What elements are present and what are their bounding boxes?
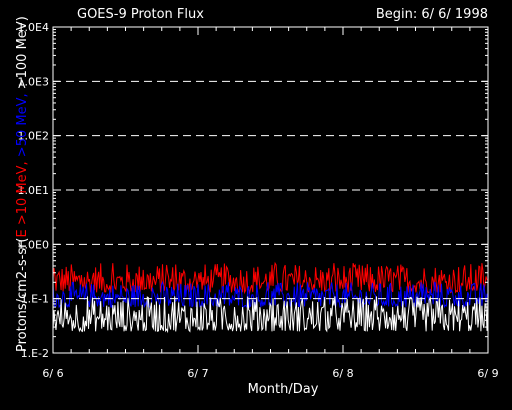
y-tick-label: 1.0E0 bbox=[18, 238, 49, 251]
flux-series-line bbox=[52, 261, 489, 295]
y-tick-label: 1.0E1 bbox=[18, 184, 49, 197]
x-tick-label: 6/ 9 bbox=[477, 367, 498, 380]
x-axis-label: Month/Day bbox=[248, 382, 319, 397]
y-tick-label: 1.0E2 bbox=[18, 130, 49, 143]
y-axis-label-close: ) bbox=[15, 16, 30, 21]
chart-title: GOES-9 Proton Flux bbox=[77, 7, 204, 22]
begin-date-label: Begin: 6/ 6/ 1998 bbox=[376, 7, 488, 22]
y-tick-label: 1.0E3 bbox=[18, 75, 49, 88]
y-axis-label-open: ( bbox=[15, 238, 30, 243]
flux-series-line bbox=[52, 295, 489, 334]
y-axis-ticks: 1.0E4 1.0E3 1.0E2 1.0E1 1.0E0 1.E-1 1.E-2 bbox=[18, 21, 488, 360]
y-tick-label: 1.0E4 bbox=[18, 21, 49, 34]
x-tick-label: 6/ 7 bbox=[187, 367, 208, 380]
series-layer bbox=[52, 261, 489, 334]
y-axis-label-units: Protons/cm2-s-sr bbox=[15, 242, 30, 352]
y-axis-label-10mev: E >10 MeV, bbox=[15, 161, 30, 237]
x-tick-label: 6/ 8 bbox=[332, 367, 353, 380]
y-tick-label: 1.E-1 bbox=[21, 293, 49, 306]
y-axis-label: Protons/cm2-s-sr(E >10 MeV, >50 MeV, >10… bbox=[15, 16, 30, 352]
y-tick-label: 1.E-2 bbox=[21, 347, 49, 360]
y-axis-label-50mev: >50 MeV, bbox=[15, 93, 30, 157]
x-axis-ticks: 6/ 6 6/ 7 6/ 8 6/ 9 bbox=[42, 27, 499, 380]
x-tick-label: 6/ 6 bbox=[42, 367, 63, 380]
gridlines bbox=[53, 80, 488, 300]
y-axis-label-100mev: >100 MeV bbox=[15, 21, 30, 89]
